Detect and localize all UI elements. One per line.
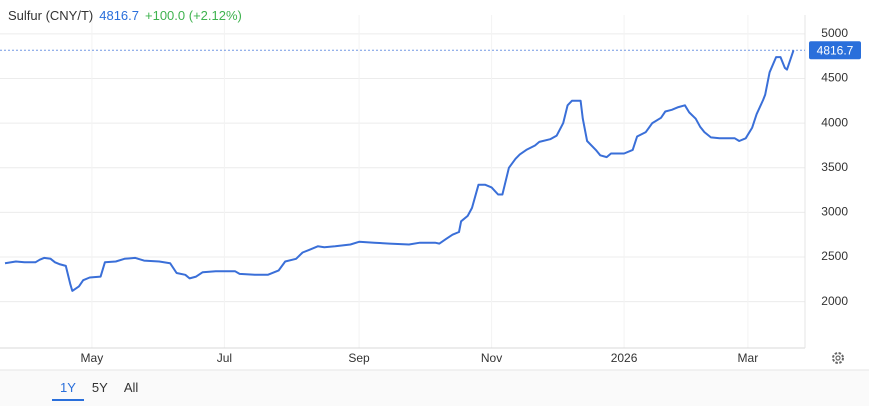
range-selector: 1Y 5Y All bbox=[52, 376, 146, 401]
x-tick-label: 2026 bbox=[611, 351, 638, 365]
range-button[interactable]: 5Y bbox=[91, 380, 108, 395]
settings-icon[interactable] bbox=[832, 352, 844, 364]
y-tick-label: 3500 bbox=[821, 160, 848, 174]
last-value-box bbox=[809, 41, 861, 60]
x-tick-label: May bbox=[81, 351, 104, 365]
change: +100.0 (+2.12%) bbox=[145, 8, 242, 23]
range-button[interactable]: 1Y bbox=[52, 376, 84, 401]
y-tick-label: 3000 bbox=[821, 205, 848, 219]
last-value-label: 4816.7 bbox=[817, 43, 854, 57]
chart-title: Sulfur (CNY/T) bbox=[8, 8, 94, 23]
y-tick-label: 2000 bbox=[821, 294, 848, 308]
range-button[interactable]: All bbox=[123, 380, 139, 395]
y-tick-label: 4500 bbox=[821, 71, 848, 85]
x-tick-label: Jul bbox=[217, 351, 232, 365]
y-tick-label: 2500 bbox=[821, 249, 848, 263]
header: Sulfur (CNY/T) 4816.7 +100.0 (+2.12%) bbox=[8, 8, 248, 23]
x-tick-label: Sep bbox=[348, 351, 370, 365]
range-bar-bg bbox=[0, 370, 869, 406]
x-tick-label: Nov bbox=[481, 351, 502, 365]
y-tick-label: 4000 bbox=[821, 115, 848, 129]
x-tick-label: Mar bbox=[738, 351, 759, 365]
y-tick-label: 5000 bbox=[821, 26, 848, 40]
price-line bbox=[4, 49, 795, 292]
last-value: 4816.7 bbox=[99, 8, 139, 23]
